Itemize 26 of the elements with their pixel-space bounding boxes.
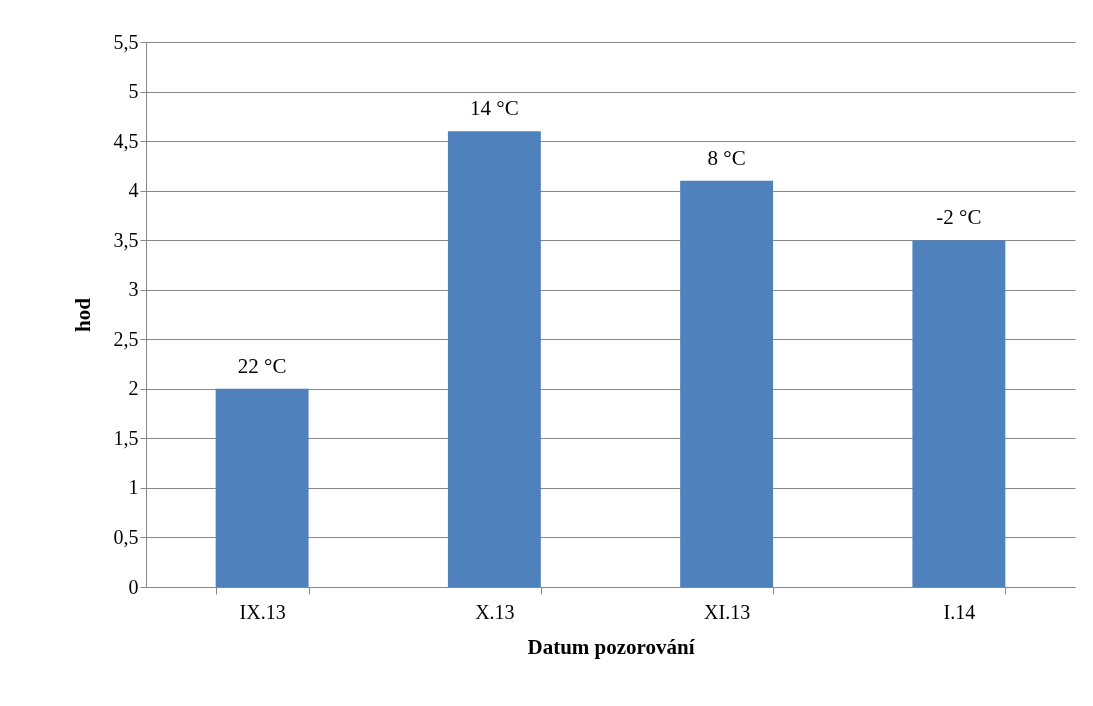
- y-tick-label: 3: [128, 278, 139, 301]
- y-tick-label: 4: [128, 179, 139, 202]
- x-axis-title: Datum pozorování: [527, 634, 696, 659]
- y-tick-label: 3,5: [113, 228, 139, 251]
- y-tick-label: 5: [128, 80, 139, 103]
- bar: [215, 388, 309, 587]
- y-tick-label: 1,5: [113, 426, 139, 449]
- annotation: 8 °C: [707, 145, 746, 170]
- x-tick-label: IX.13: [239, 600, 286, 623]
- y-tick-label: 0,5: [113, 525, 139, 548]
- y-tick-label: 2,5: [113, 327, 139, 350]
- x-tick-label: XI.13: [704, 600, 751, 623]
- annotation: -2 °C: [936, 205, 982, 230]
- y-tick-label: 1: [128, 476, 139, 499]
- y-tick-label: 2: [128, 377, 139, 400]
- bar: [680, 180, 774, 587]
- annotation: 22 °C: [237, 353, 287, 378]
- x-tick-label: X.13: [475, 600, 515, 623]
- x-tick-label: I.14: [943, 600, 976, 623]
- y-axis-title: hod: [70, 297, 95, 332]
- bar: [912, 240, 1006, 587]
- y-tick-label: 4,5: [113, 129, 139, 152]
- y-tick-label: 5,5: [113, 30, 139, 53]
- annotation: 14 °C: [470, 96, 519, 121]
- y-tick-label: 0: [128, 575, 139, 598]
- bar: [447, 131, 541, 587]
